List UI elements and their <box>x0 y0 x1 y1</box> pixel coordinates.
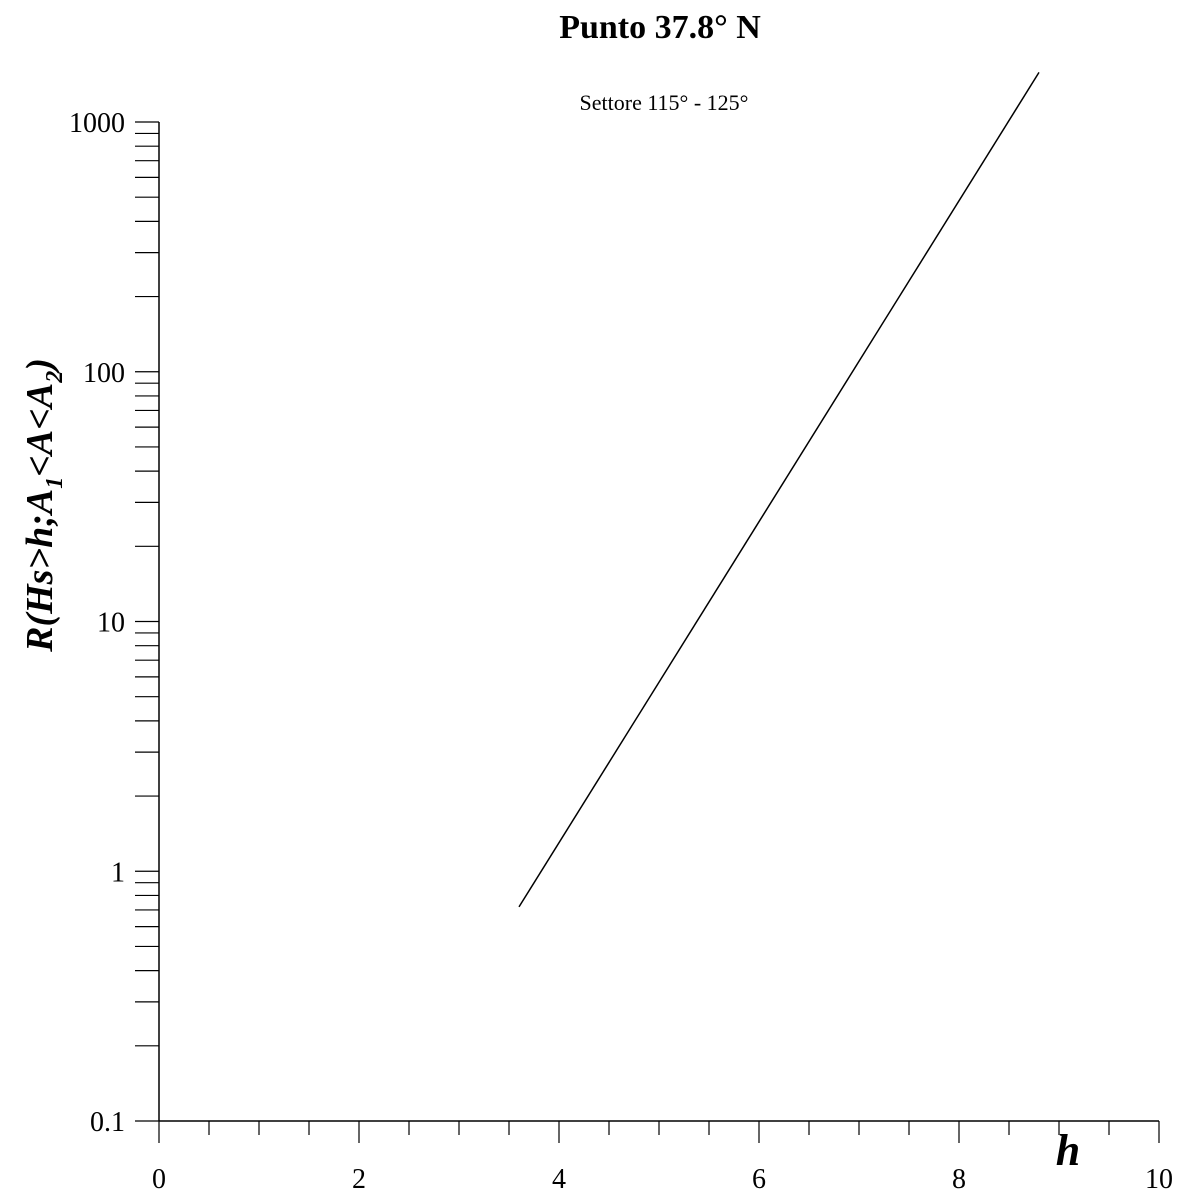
y-axis-label-part-1: R(Hs>h;A <box>19 489 61 653</box>
y-tick-label: 100 <box>83 358 125 389</box>
x-tick-label: 2 <box>352 1164 366 1195</box>
chart-subtitle: Settore 115° - 125° <box>580 90 749 115</box>
y-tick-label: 10 <box>97 608 125 639</box>
y-axis-label-part-2: <A<A <box>19 383 61 477</box>
series-line-1 <box>518 72 1040 908</box>
y-axis-label-sub-1: 1 <box>42 477 68 489</box>
series-layer <box>518 72 1040 908</box>
y-tick-label: 1000 <box>69 108 125 139</box>
x-axis-label: h <box>1056 1126 1080 1175</box>
x-ticks: 0 2 4 6 8 10 <box>152 1121 1173 1195</box>
x-tick-label: 6 <box>752 1164 766 1195</box>
y-tick-label: 1 <box>111 857 125 888</box>
chart-title: Punto 37.8° N <box>559 9 761 46</box>
y-ticks: 0.1 1 10 100 1000 <box>69 108 159 1138</box>
x-tick-label: 0 <box>152 1164 166 1195</box>
x-tick-label: 4 <box>552 1164 566 1195</box>
y-axis-label: R(Hs>h;A1<A<A2) <box>19 358 68 653</box>
y-tick-label: 0.1 <box>90 1107 125 1138</box>
x-tick-label: 8 <box>952 1164 966 1195</box>
y-axis-label-sub-2: 2 <box>42 371 68 384</box>
y-axis-label-part-3: ) <box>19 358 61 374</box>
axes <box>158 122 1159 1122</box>
x-tick-label: 10 <box>1145 1164 1173 1195</box>
